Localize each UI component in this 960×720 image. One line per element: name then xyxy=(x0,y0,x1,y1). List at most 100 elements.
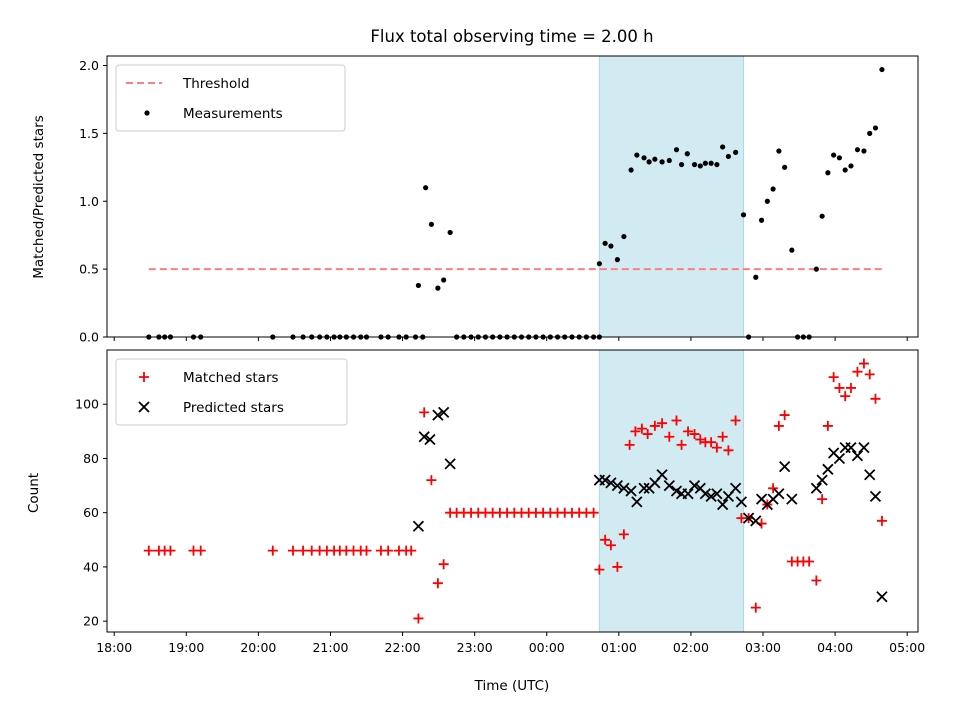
data-point-predicted xyxy=(851,450,864,462)
data-point-predicted xyxy=(688,479,701,492)
data-point-ratio xyxy=(831,152,837,158)
data-point-ratio xyxy=(789,247,795,253)
x-tick-label: 05:00 xyxy=(889,640,925,655)
data-point-ratio xyxy=(854,147,861,153)
data-point-matched xyxy=(594,564,605,575)
data-point-ratio xyxy=(879,66,885,73)
legend-label: Matched stars xyxy=(183,370,279,386)
data-point-predicted xyxy=(631,496,643,508)
data-point-matched xyxy=(779,410,790,421)
data-point-matched xyxy=(695,434,706,445)
data-point-ratio xyxy=(602,240,608,246)
data-point-predicted xyxy=(869,490,882,503)
legend-predicted-swatch xyxy=(138,401,150,413)
data-point-predicted xyxy=(876,591,888,603)
legend-measurements-swatch xyxy=(144,110,150,116)
data-point-matched xyxy=(649,420,660,431)
data-point-ratio xyxy=(770,186,776,192)
data-point-matched xyxy=(717,431,728,442)
data-point-matched xyxy=(858,358,869,369)
y-tick-label: 1.5 xyxy=(79,126,99,141)
data-point-matched xyxy=(298,545,309,556)
data-point-matched xyxy=(612,561,623,572)
data-point-predicted xyxy=(611,479,624,492)
data-point-ratio xyxy=(652,156,658,162)
data-point-matched xyxy=(723,445,734,456)
data-point-predicted xyxy=(845,441,857,454)
data-point-ratio xyxy=(825,170,831,176)
data-point-ratio xyxy=(697,163,703,169)
data-point-ratio xyxy=(614,257,620,263)
data-point-matched xyxy=(664,431,675,442)
data-point-ratio xyxy=(848,163,854,169)
data-point-predicted xyxy=(705,490,717,503)
data-point-ratio xyxy=(720,144,726,150)
legend-label: Threshold xyxy=(182,76,250,92)
y-tick-label: 2.0 xyxy=(79,58,99,73)
data-point-ratio xyxy=(628,167,634,173)
data-point-matched xyxy=(683,426,694,437)
data-point-ratio xyxy=(596,261,602,267)
data-point-ratio xyxy=(813,266,819,272)
data-point-matched xyxy=(711,442,722,453)
data-point-matched xyxy=(811,575,822,586)
data-point-matched xyxy=(630,426,641,437)
x-tick-label: 01:00 xyxy=(601,640,637,655)
bottom-panel-count-plot: 18:00 19:00 20:00 21:00 22:00 23:00 00:00 01:00… xyxy=(75,349,925,655)
data-point-ratio xyxy=(714,161,720,168)
data-point-matched xyxy=(624,439,635,450)
legend-label: Predicted stars xyxy=(183,400,284,416)
data-point-ratio xyxy=(423,185,429,191)
data-point-ratio xyxy=(608,243,614,249)
data-point-predicted xyxy=(699,488,711,500)
axes-frame xyxy=(106,349,919,633)
data-point-matched xyxy=(642,429,653,440)
data-point-matched xyxy=(840,391,851,402)
data-point-matched xyxy=(845,382,856,393)
data-point-ratio xyxy=(861,148,867,154)
data-point-predicted xyxy=(816,474,828,486)
data-point-ratio xyxy=(782,164,788,170)
data-point-matched xyxy=(605,540,616,551)
data-point-matched xyxy=(432,578,443,589)
data-point-matched xyxy=(870,393,881,404)
data-point-matched xyxy=(876,515,887,526)
x-tick-label: 03:00 xyxy=(745,640,781,655)
data-point-ratio xyxy=(634,152,640,158)
data-point-matched xyxy=(657,418,668,429)
x-tick-label: 18:00 xyxy=(96,640,132,655)
data-point-predicted xyxy=(729,482,742,494)
data-point-ratio xyxy=(842,167,848,173)
data-point-matched xyxy=(730,415,741,426)
data-point-matched xyxy=(361,545,372,556)
legend-box xyxy=(115,64,346,132)
data-point-ratio xyxy=(764,198,770,204)
data-point-predicted xyxy=(786,493,798,505)
x-tick-label: 00:00 xyxy=(529,640,565,655)
data-point-matched xyxy=(287,545,298,556)
bottom-y-axis-label: Count xyxy=(26,473,42,513)
data-point-ratio xyxy=(673,147,680,153)
y-tick-label: 100 xyxy=(75,397,99,412)
data-point-predicted xyxy=(864,469,876,481)
top-panel-ratio-plot: 0.0 0.5 1.0 1.5 2.0 Threshold Measurements xyxy=(79,55,919,345)
data-point-matched xyxy=(618,529,629,540)
data-point-matched xyxy=(383,545,394,556)
data-point-matched xyxy=(804,556,815,567)
x-tick-label: 19:00 xyxy=(168,640,204,655)
data-point-ratio xyxy=(646,159,652,165)
y-tick-label: 0.5 xyxy=(79,262,99,277)
data-point-matched xyxy=(267,545,278,556)
data-point-matched xyxy=(165,545,176,556)
legend-matched-swatch xyxy=(139,372,149,382)
legend-label: Measurements xyxy=(183,106,283,122)
data-point-matched xyxy=(828,372,839,383)
data-point-predicted xyxy=(773,488,785,500)
top-y-axis-label: Matched/Predicted stars xyxy=(31,115,47,278)
data-point-matched xyxy=(195,545,206,556)
data-point-ratio xyxy=(836,155,843,161)
data-point-matched xyxy=(834,382,845,393)
data-point-predicted xyxy=(778,460,791,473)
data-point-ratio xyxy=(872,125,879,131)
data-point-predicted xyxy=(682,488,694,500)
